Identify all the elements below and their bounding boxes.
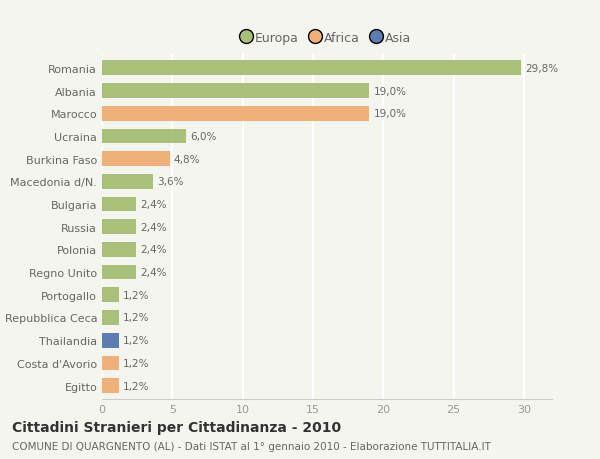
Text: 2,4%: 2,4% xyxy=(140,245,166,255)
Bar xyxy=(102,265,136,280)
Text: COMUNE DI QUARGNENTO (AL) - Dati ISTAT al 1° gennaio 2010 - Elaborazione TUTTITA: COMUNE DI QUARGNENTO (AL) - Dati ISTAT a… xyxy=(12,441,491,451)
Bar xyxy=(102,152,170,167)
Text: 19,0%: 19,0% xyxy=(373,86,406,96)
Bar xyxy=(102,356,119,370)
Text: 2,4%: 2,4% xyxy=(140,200,166,210)
Bar xyxy=(102,220,136,235)
Text: 1,2%: 1,2% xyxy=(123,358,149,368)
Bar xyxy=(102,378,119,393)
Text: 1,2%: 1,2% xyxy=(123,290,149,300)
Bar xyxy=(102,333,119,348)
Bar xyxy=(102,310,119,325)
Text: 4,8%: 4,8% xyxy=(174,154,200,164)
Text: Cittadini Stranieri per Cittadinanza - 2010: Cittadini Stranieri per Cittadinanza - 2… xyxy=(12,420,341,434)
Text: 1,2%: 1,2% xyxy=(123,313,149,323)
Text: 2,4%: 2,4% xyxy=(140,222,166,232)
Bar xyxy=(102,106,369,121)
Bar xyxy=(102,197,136,212)
Text: 3,6%: 3,6% xyxy=(157,177,184,187)
Text: 6,0%: 6,0% xyxy=(191,132,217,142)
Bar xyxy=(102,129,187,144)
Bar xyxy=(102,84,369,99)
Text: 1,2%: 1,2% xyxy=(123,336,149,346)
Bar xyxy=(102,174,152,189)
Text: 2,4%: 2,4% xyxy=(140,268,166,278)
Text: 29,8%: 29,8% xyxy=(525,64,559,73)
Bar xyxy=(102,62,521,76)
Bar xyxy=(102,288,119,302)
Text: 1,2%: 1,2% xyxy=(123,381,149,391)
Legend: Europa, Africa, Asia: Europa, Africa, Asia xyxy=(238,27,416,50)
Bar xyxy=(102,242,136,257)
Text: 19,0%: 19,0% xyxy=(373,109,406,119)
